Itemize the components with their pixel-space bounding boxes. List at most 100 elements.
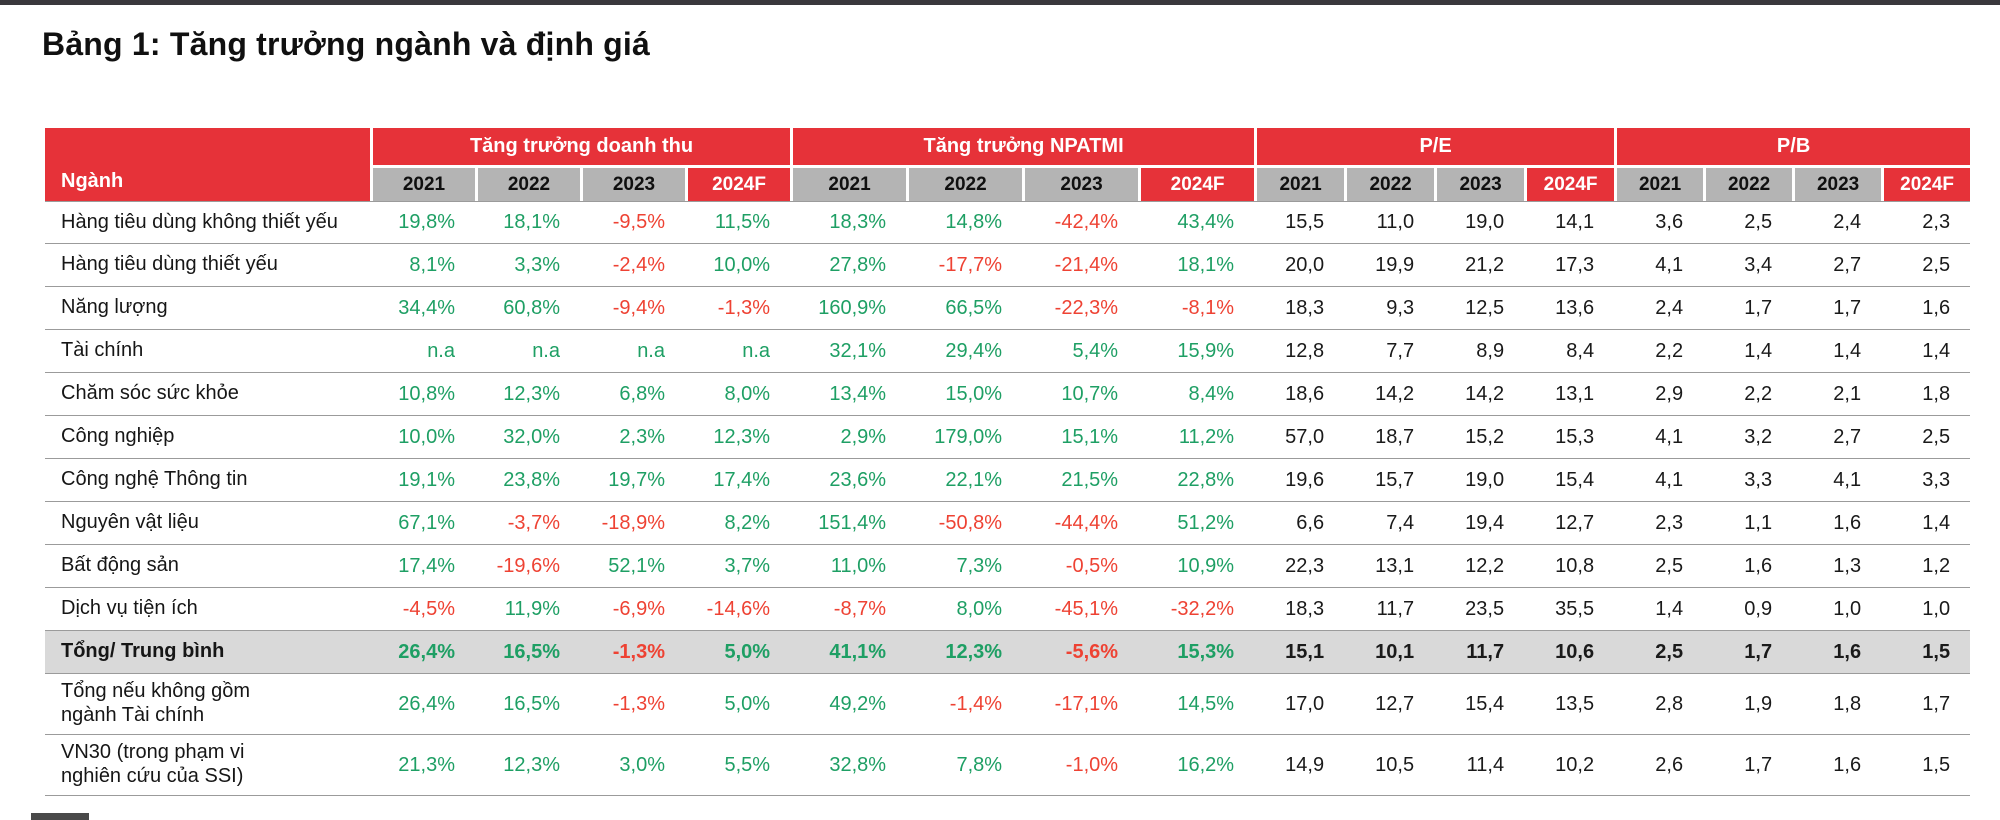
pe-value-cell: 12,7: [1524, 502, 1615, 545]
pe-value-cell: 17,3: [1524, 244, 1615, 287]
year-header-2023: 2023: [1434, 168, 1525, 201]
year-header-2022: 2022: [1703, 168, 1793, 201]
pb-value-cell: 1,3: [1792, 545, 1882, 588]
revenue-value-cell: 52,1%: [580, 545, 685, 588]
npatmi-value-cell: 13,4%: [790, 373, 907, 416]
revenue-value-cell: 10,0%: [370, 416, 475, 459]
pb-value-cell: 3,6: [1614, 201, 1704, 244]
revenue-value-cell: 17,4%: [685, 459, 791, 502]
revenue-value-cell: 10,0%: [685, 244, 791, 287]
row-label: Tổng nếu không gồm ngành Tài chính: [45, 674, 370, 735]
pe-value-cell: 57,0: [1254, 416, 1345, 459]
npatmi-value-cell: -17,1%: [1022, 674, 1139, 735]
revenue-value-cell: 8,2%: [685, 502, 791, 545]
pb-value-cell: 1,7: [1703, 287, 1793, 330]
revenue-value-cell: 6,8%: [580, 373, 685, 416]
revenue-value-cell: -2,4%: [580, 244, 685, 287]
pb-value-cell: 2,5: [1881, 416, 1971, 459]
year-header-2023: 2023: [1022, 168, 1139, 201]
pb-value-cell: 4,1: [1614, 416, 1704, 459]
pb-value-cell: 2,7: [1792, 416, 1882, 459]
npatmi-value-cell: 8,4%: [1138, 373, 1255, 416]
year-header-2021: 2021: [1254, 168, 1345, 201]
pe-value-cell: 14,2: [1344, 373, 1435, 416]
npatmi-value-cell: -5,6%: [1022, 631, 1139, 674]
npatmi-value-cell: -22,3%: [1022, 287, 1139, 330]
pb-value-cell: 2,3: [1881, 201, 1971, 244]
npatmi-value-cell: 8,0%: [906, 588, 1023, 631]
npatmi-value-cell: -42,4%: [1022, 201, 1139, 244]
npatmi-value-cell: -45,1%: [1022, 588, 1139, 631]
group-header-row: Ngành Tăng trưởng doanh thu Tăng trưởng …: [45, 128, 1971, 201]
revenue-value-cell: 5,5%: [685, 735, 791, 796]
year-header-2023: 2023: [580, 168, 685, 201]
pb-value-cell: 2,5: [1614, 631, 1704, 674]
pe-value-cell: 19,6: [1254, 459, 1345, 502]
revenue-value-cell: 5,0%: [685, 631, 791, 674]
pe-value-cell: 7,7: [1344, 330, 1435, 373]
revenue-value-cell: 18,1%: [475, 201, 580, 244]
pb-value-cell: 4,1: [1614, 244, 1704, 287]
group-header-pb: P/B: [1614, 128, 1971, 168]
row-label: Hàng tiêu dùng không thiết yếu: [45, 201, 370, 244]
table-row: Nguyên vật liệu 67,1% -3,7% -18,9% 8,2% 151,4…: [45, 502, 1971, 545]
npatmi-value-cell: 10,9%: [1138, 545, 1255, 588]
npatmi-value-cell: 49,2%: [790, 674, 907, 735]
revenue-value-cell: n.a: [580, 330, 685, 373]
revenue-value-cell: 11,9%: [475, 588, 580, 631]
revenue-value-cell: 34,4%: [370, 287, 475, 330]
pe-value-cell: 22,3: [1254, 545, 1345, 588]
pe-value-cell: 11,7: [1434, 631, 1525, 674]
pe-value-cell: 14,2: [1434, 373, 1525, 416]
table-row: Công nghiệp 10,0% 32,0% 2,3% 12,3% 2,9% 179,0%…: [45, 416, 1971, 459]
pb-value-cell: 2,5: [1614, 545, 1704, 588]
year-header-2021: 2021: [370, 168, 475, 201]
npatmi-value-cell: 10,7%: [1022, 373, 1139, 416]
pb-value-cell: 1,4: [1881, 502, 1971, 545]
revenue-value-cell: 3,7%: [685, 545, 791, 588]
pb-value-cell: 4,1: [1614, 459, 1704, 502]
pe-value-cell: 15,7: [1344, 459, 1435, 502]
pb-value-cell: 2,7: [1792, 244, 1882, 287]
revenue-value-cell: 3,0%: [580, 735, 685, 796]
pe-value-cell: 14,1: [1524, 201, 1615, 244]
year-header-2024f: 2024F: [1524, 168, 1615, 201]
pe-value-cell: 19,0: [1434, 201, 1525, 244]
table-row: Năng lượng 34,4% 60,8% -9,4% -1,3% 160,9% 66,5…: [45, 287, 1971, 330]
year-header-2022: 2022: [475, 168, 580, 201]
pe-value-cell: 14,9: [1254, 735, 1345, 796]
pe-value-cell: 23,5: [1434, 588, 1525, 631]
pb-value-cell: 3,2: [1703, 416, 1793, 459]
revenue-value-cell: -14,6%: [685, 588, 791, 631]
revenue-value-cell: 17,4%: [370, 545, 475, 588]
year-header-2022: 2022: [906, 168, 1023, 201]
pb-value-cell: 1,4: [1881, 330, 1971, 373]
pb-value-cell: 2,5: [1881, 244, 1971, 287]
npatmi-value-cell: 18,1%: [1138, 244, 1255, 287]
pb-value-cell: 1,1: [1703, 502, 1793, 545]
npatmi-value-cell: -1,4%: [906, 674, 1023, 735]
npatmi-value-cell: 27,8%: [790, 244, 907, 287]
year-header-2024f: 2024F: [685, 168, 791, 201]
pb-value-cell: 1,7: [1792, 287, 1882, 330]
npatmi-value-cell: 11,2%: [1138, 416, 1255, 459]
row-label: VN30 (trong phạm vi nghiên cứu của SSI): [45, 735, 370, 796]
pb-value-cell: 0,9: [1703, 588, 1793, 631]
npatmi-value-cell: 41,1%: [790, 631, 907, 674]
npatmi-value-cell: 32,8%: [790, 735, 907, 796]
group-header-revenue-growth: Tăng trưởng doanh thu: [370, 128, 791, 168]
revenue-value-cell: 67,1%: [370, 502, 475, 545]
pe-value-cell: 18,6: [1254, 373, 1345, 416]
pb-value-cell: 2,2: [1703, 373, 1793, 416]
row-label: Công nghệ Thông tin: [45, 459, 370, 502]
pb-value-cell: 3,3: [1881, 459, 1971, 502]
pe-value-cell: 18,7: [1344, 416, 1435, 459]
revenue-value-cell: 3,3%: [475, 244, 580, 287]
npatmi-value-cell: 18,3%: [790, 201, 907, 244]
table-row: Chăm sóc sức khỏe 10,8% 12,3% 6,8% 8,0% 13,4%…: [45, 373, 1971, 416]
npatmi-value-cell: 5,4%: [1022, 330, 1139, 373]
pb-value-cell: 4,1: [1792, 459, 1882, 502]
pe-value-cell: 11,4: [1434, 735, 1525, 796]
npatmi-value-cell: 29,4%: [906, 330, 1023, 373]
pe-value-cell: 10,5: [1344, 735, 1435, 796]
